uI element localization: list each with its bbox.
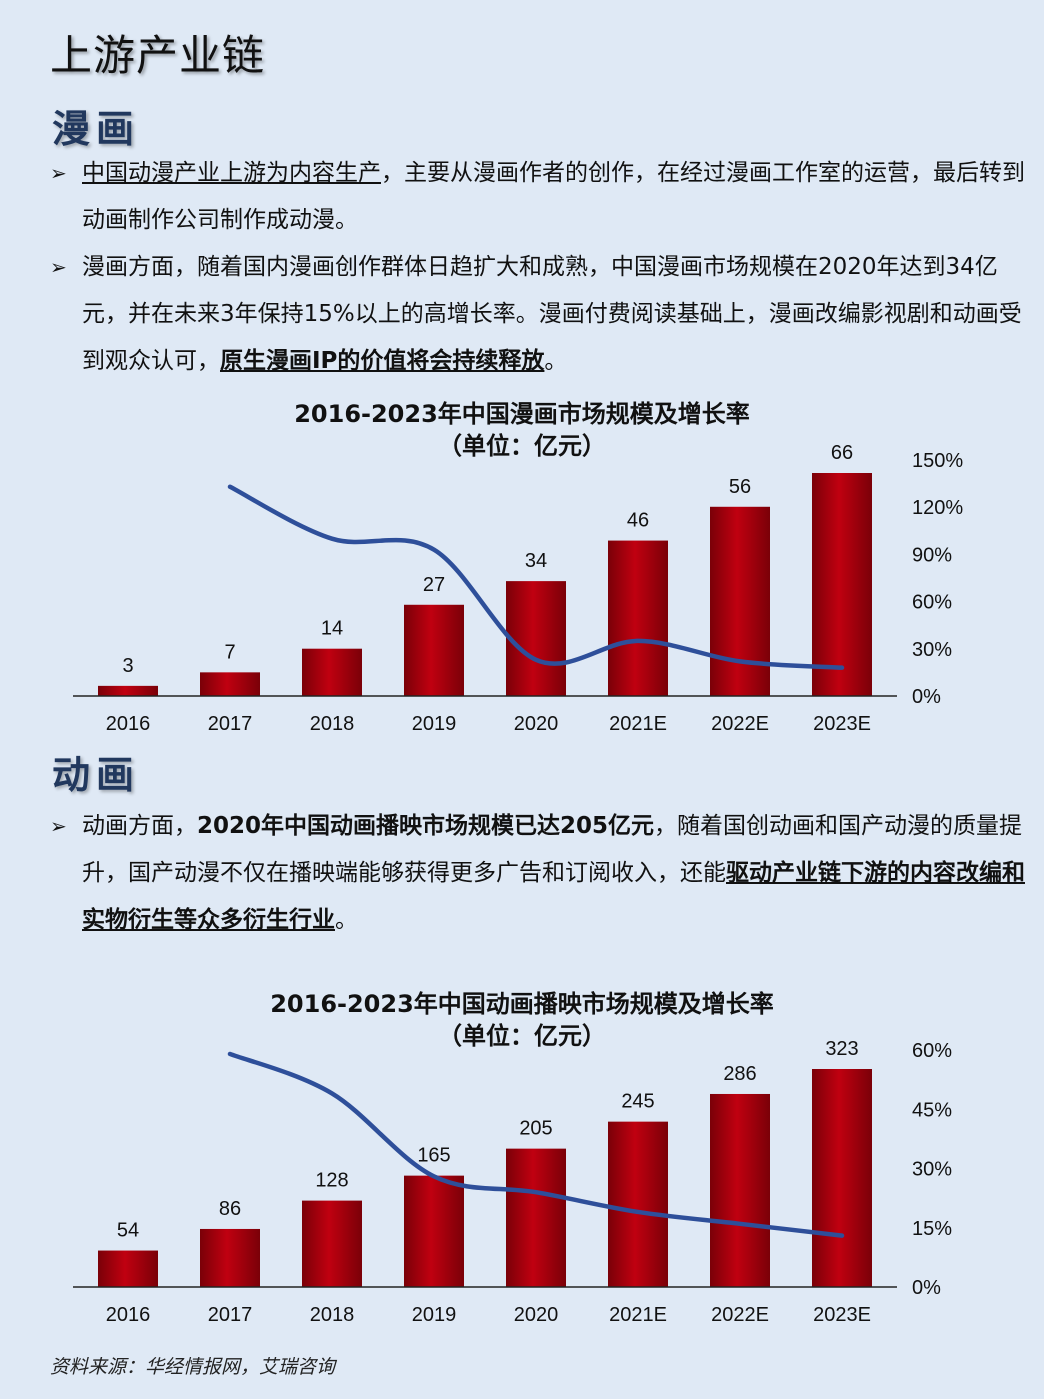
chart1-bar-value-label: 7: [224, 641, 235, 663]
chart1-x-tick-label: 2018: [310, 713, 355, 735]
chart2-x-tick-label: 2016: [106, 1304, 151, 1326]
chart1-subtitle: （单位：亿元）: [438, 432, 606, 460]
animation-text-middle: ，随着国创动画和国产动漫的质量提升，国产动漫不仅在播映端能够获得更多广告和订阅收…: [82, 813, 1023, 886]
chart1-bar-2021E: [608, 540, 668, 696]
chart1-x-tick-label: 2016: [106, 713, 151, 735]
animation-text-end: 。: [335, 907, 358, 933]
source-note: 资料来源：华经情报网，艾瑞咨询: [50, 1356, 336, 1378]
section-heading-comics: 漫画: [52, 106, 141, 151]
chart2-bar-value-label: 165: [417, 1145, 450, 1167]
chart2-bar-value-label: 128: [315, 1170, 348, 1192]
chart2-bar-2018: [302, 1200, 362, 1287]
comics-upstream-highlight: 中国动漫产业上游为内容生产: [82, 160, 381, 186]
chart1-y-right-tick-label: 0%: [912, 686, 941, 708]
chart2-title: 2016-2023年中国动画播映市场规模及增长率: [270, 990, 774, 1018]
chart1-bar-value-label: 3: [122, 655, 133, 677]
chart2-bar-2022E: [710, 1093, 770, 1287]
chart2-x-tick-label: 2019: [412, 1304, 457, 1326]
arrow-bullet-icon: ➢: [50, 161, 67, 185]
chart1-x-tick-label: 2023E: [813, 713, 871, 735]
chart2-bar-value-label: 323: [825, 1038, 858, 1060]
chart2-y-right-tick-label: 60%: [912, 1040, 952, 1062]
animation-market-highlight: 2020年中国动画播映市场规模已达205亿元: [197, 813, 655, 839]
chart2-x-tick-label: 2018: [310, 1304, 355, 1326]
chart2-bar-2019: [404, 1175, 464, 1287]
chart1-x-tick-label: 2021E: [609, 713, 667, 735]
bullet-animation-1: ➢ 动画方面，2020年中国动画播映市场规模已达205亿元，随着国创动画和国产动…: [50, 803, 1025, 944]
chart1-bar-2016: [98, 685, 158, 696]
arrow-bullet-icon: ➢: [50, 255, 67, 279]
chart2-bar-2023E: [812, 1069, 872, 1287]
chart1-bar-value-label: 14: [321, 618, 343, 640]
chart1-bar-2023E: [812, 473, 872, 696]
chart2-x-tick-label: 2022E: [711, 1304, 769, 1326]
chart2-x-tick-label: 2021E: [609, 1304, 667, 1326]
chart1-bar-2022E: [710, 506, 770, 696]
chart2-bar-2021E: [608, 1121, 668, 1287]
section-heading-animation: 动画: [52, 752, 141, 797]
chart1-x-tick-label: 2017: [208, 713, 253, 735]
comics-market-chart: 3 2016 7 2017 14 2018 27 2019 34 2020 46 2021E 56 202…: [73, 442, 963, 735]
chart2-y-right-tick-label: 30%: [912, 1159, 952, 1181]
chart1-y-right-tick-label: 150%: [912, 450, 963, 472]
chart1-bar-2017: [200, 672, 260, 696]
chart1-title: 2016-2023年中国漫画市场规模及增长率: [294, 400, 750, 428]
arrow-bullet-icon: ➢: [50, 814, 67, 838]
comics-ip-highlight: 原生漫画IP的价值将会持续释放: [220, 348, 545, 374]
chart2-x-tick-label: 2023E: [813, 1304, 871, 1326]
bullet-comics-2: ➢ 漫画方面，随着国内漫画创作群体日趋扩大和成熟，中国漫画市场规模在2020年达…: [50, 244, 1025, 385]
chart2-bar-2016: [98, 1250, 158, 1287]
comics-upstream-text: ，主要从漫画作者的创作，在经过漫画工作室的运营，最后转到动画制作公司制作成动漫。: [82, 160, 1025, 233]
chart1-bar-value-label: 56: [729, 476, 751, 498]
animation-market-chart: 54 2016 86 2017 128 2018 165 2019 205 2020 245 2021…: [73, 1038, 952, 1326]
chart2-y-right-tick-label: 45%: [912, 1099, 952, 1121]
chart2-bar-value-label: 286: [723, 1063, 756, 1085]
bullet-comics-1: ➢ 中国动漫产业上游为内容生产，主要从漫画作者的创作，在经过漫画工作室的运营，最…: [50, 150, 1025, 244]
chart2-bar-value-label: 205: [519, 1118, 552, 1140]
chart1-growth-rate-line: [227, 484, 845, 670]
chart1-x-tick-label: 2022E: [711, 713, 769, 735]
chart2-x-tick-label: 2017: [208, 1304, 253, 1326]
chart2-y-right-tick-label: 0%: [912, 1277, 941, 1299]
chart1-y-right-tick-label: 120%: [912, 497, 963, 519]
chart1-bar-value-label: 34: [525, 550, 547, 572]
chart1-y-right-tick-label: 30%: [912, 639, 952, 661]
animation-downstream-highlight: 驱动产业链下游的内容改编和实物衍生等众多衍生行业: [82, 860, 1025, 933]
chart1-bar-2018: [302, 648, 362, 696]
chart2-bar-value-label: 245: [621, 1091, 654, 1113]
animation-text-start: 动画方面，: [82, 813, 197, 839]
chart1-bar-2019: [404, 604, 464, 696]
chart2-bar-2017: [200, 1228, 260, 1287]
chart1-y-right-tick-label: 90%: [912, 544, 952, 566]
chart2-x-tick-label: 2020: [514, 1304, 559, 1326]
chart1-x-tick-label: 2019: [412, 713, 457, 735]
chart1-bar-value-label: 66: [831, 442, 853, 464]
comics-market-end: 。: [544, 348, 568, 374]
chart1-x-tick-label: 2020: [514, 713, 559, 735]
chart2-bar-2020: [506, 1148, 566, 1287]
comics-market-text: 漫画方面，随着国内漫画创作群体日趋扩大和成熟，中国漫画市场规模在2020年达到3…: [82, 254, 1022, 374]
chart2-growth-rate-line: [227, 1051, 845, 1238]
chart1-y-right-tick-label: 60%: [912, 592, 952, 614]
chart1-bar-value-label: 46: [627, 510, 649, 532]
chart2-bar-value-label: 54: [117, 1220, 139, 1242]
chart1-bar-2020: [506, 581, 566, 696]
chart2-bar-value-label: 86: [219, 1198, 241, 1220]
chart1-bar-value-label: 27: [423, 574, 445, 596]
chart2-y-right-tick-label: 15%: [912, 1218, 952, 1240]
page-title: 上游产业链: [50, 31, 266, 80]
chart2-subtitle: （单位：亿元）: [438, 1022, 606, 1050]
